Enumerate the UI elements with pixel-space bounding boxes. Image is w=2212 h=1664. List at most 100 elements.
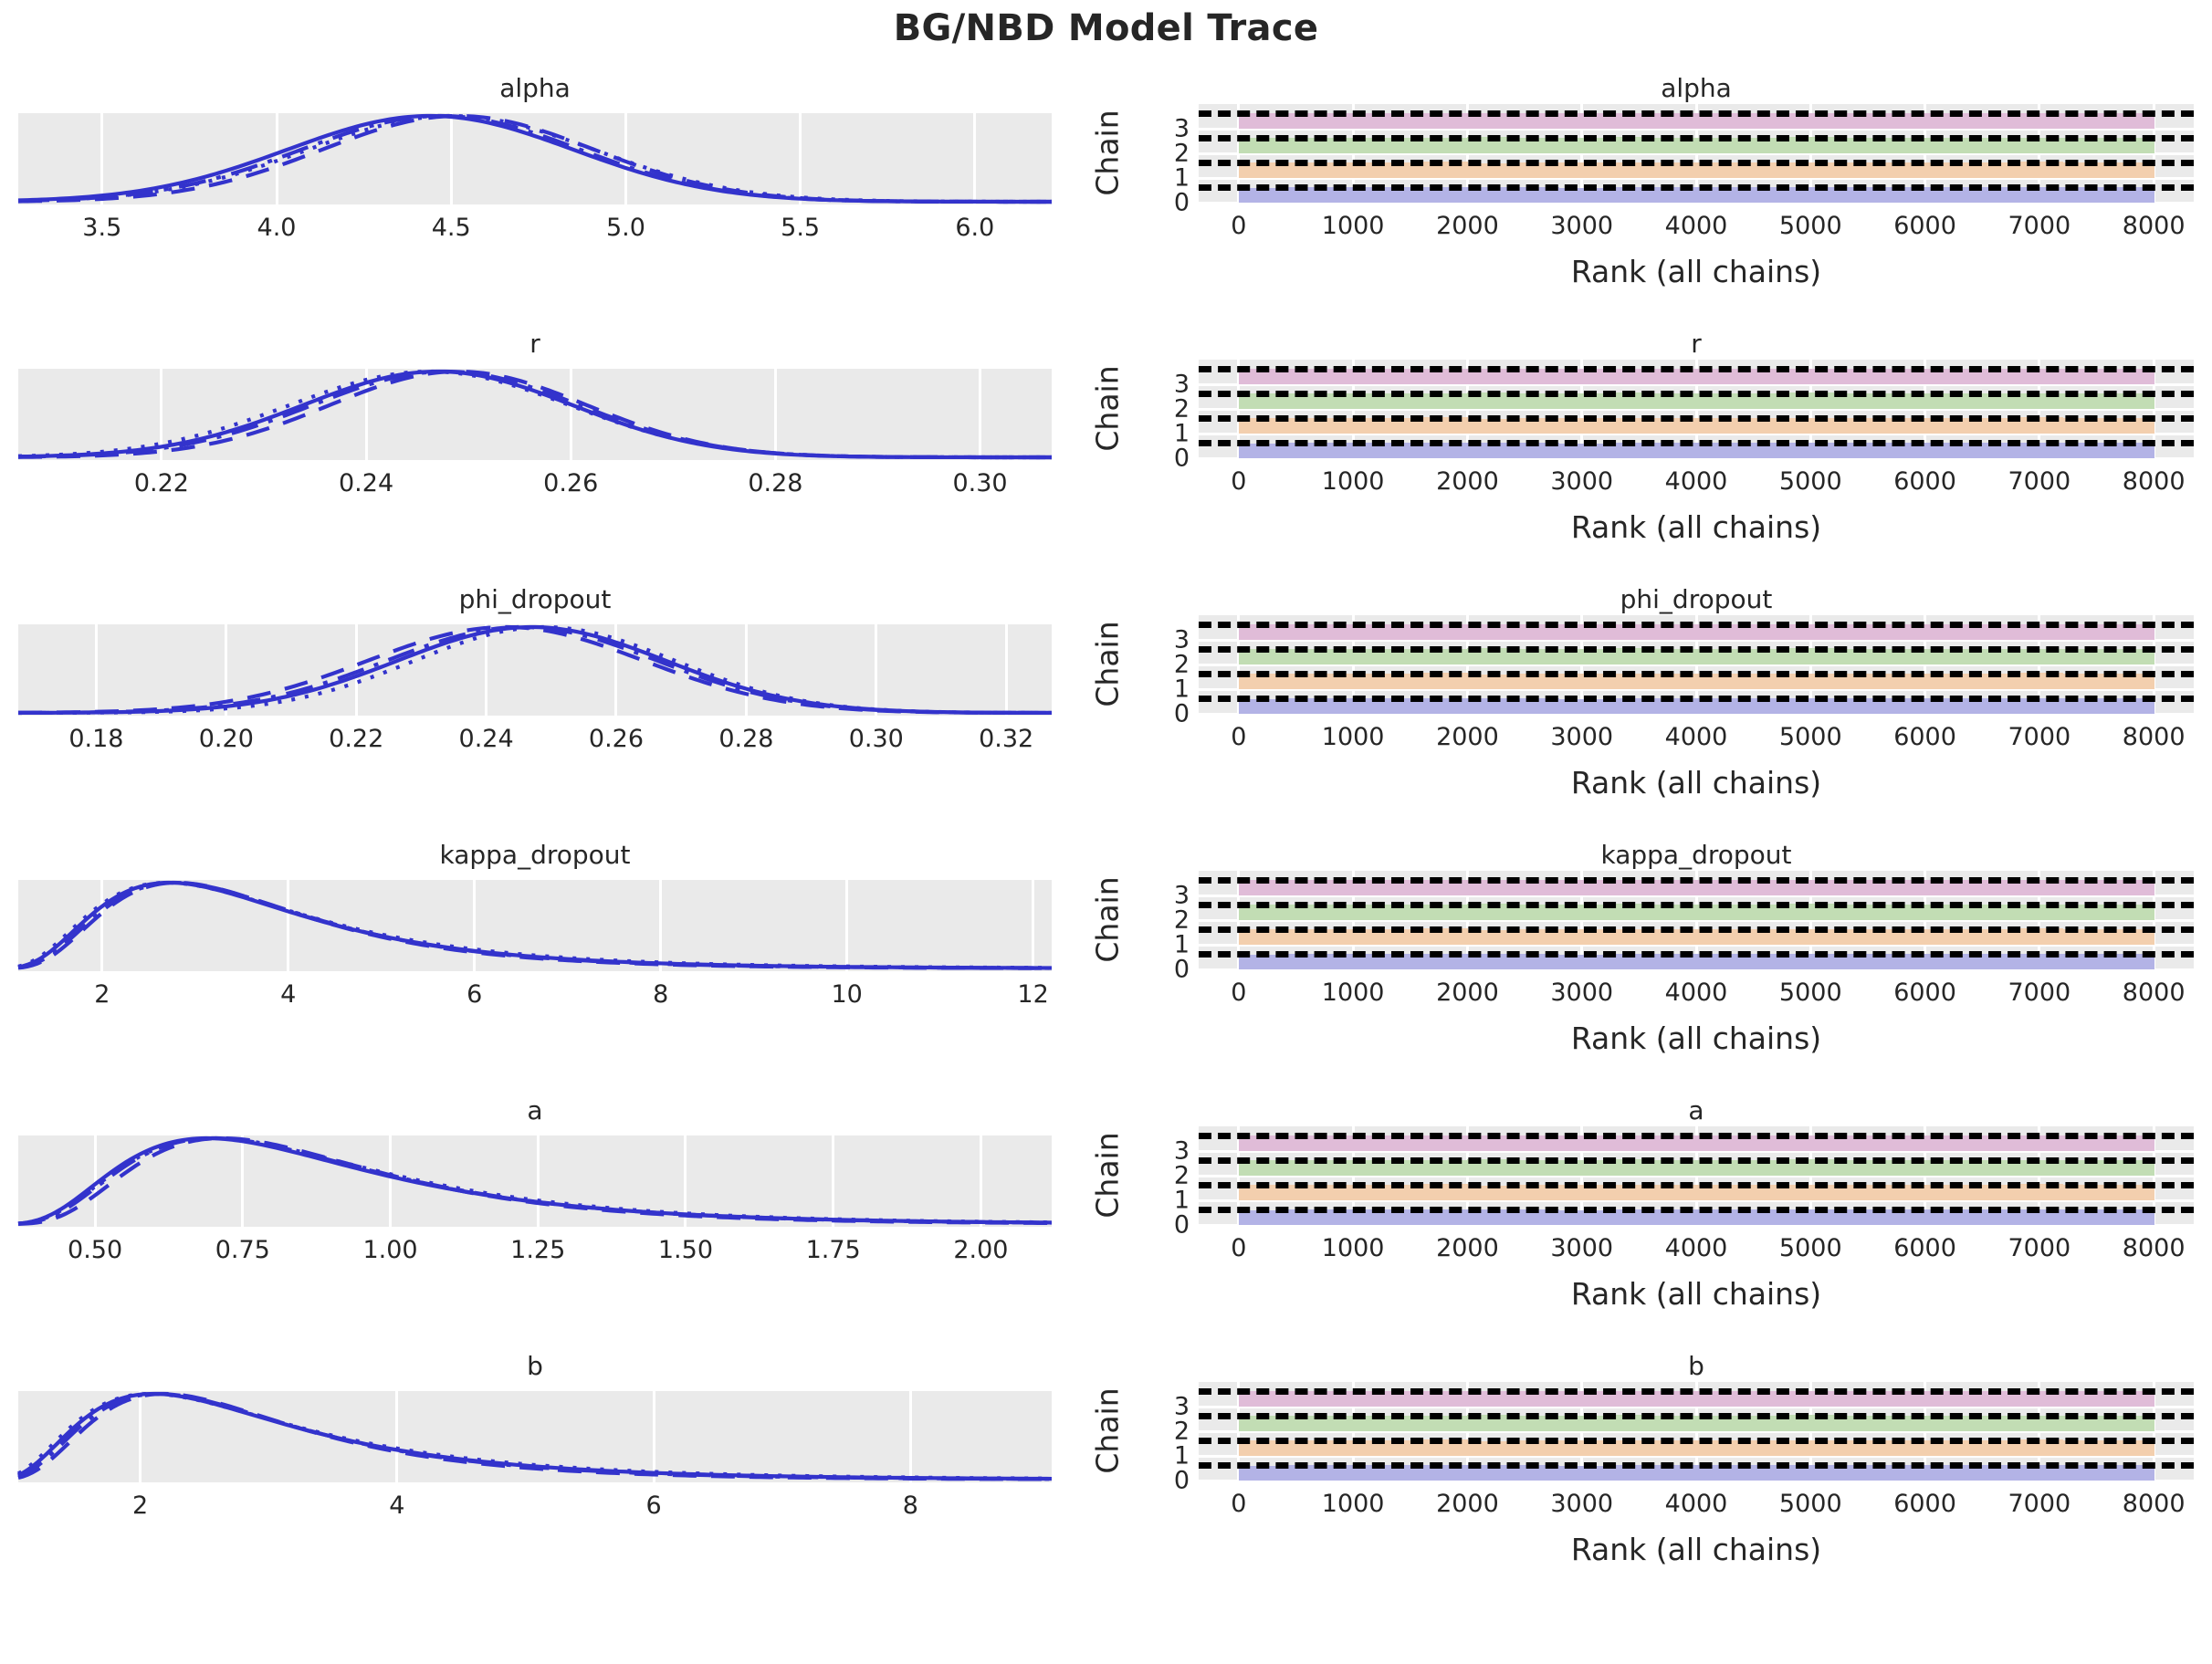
kde-gridline — [275, 113, 278, 204]
rank-xtick-label: 2000 — [1436, 467, 1499, 496]
rank-bar — [1238, 418, 1285, 434]
kde-gridline — [287, 880, 290, 971]
rank-reference-line-chain-0 — [1199, 184, 2194, 192]
rank-bar — [1513, 443, 1560, 458]
rank-xtick-label: 5000 — [1778, 467, 1842, 496]
rank-bar — [2108, 138, 2154, 153]
rank-bar — [2061, 880, 2109, 895]
rank-xtick-label: 0 — [1231, 1490, 1247, 1518]
rank-bar — [1558, 954, 1606, 969]
trace-row-kappa_dropout: kappa_dropout 2 4 6 8 10 12 kappa_dropout 0 1 2 3 Ch… — [0, 820, 2212, 1075]
kde-xtick-label: 0.24 — [458, 725, 514, 753]
rank-bar — [1650, 369, 1697, 384]
rank-ytick-label: 0 — [1173, 1210, 1190, 1240]
rank-bar — [1970, 187, 2018, 203]
kde-curves-a — [17, 1135, 1053, 1226]
rank-bar — [1376, 929, 1422, 945]
rank-bar — [1376, 905, 1422, 920]
rank-bar — [1650, 1135, 1697, 1151]
rank-bar — [1879, 698, 1926, 714]
rank-bar — [2108, 674, 2154, 689]
rank-bar — [1650, 905, 1697, 920]
rank-xlabel: Rank (all chains) — [1570, 254, 1822, 289]
rank-bar — [1650, 649, 1697, 665]
rank-bar — [2061, 624, 2109, 640]
rank-bar — [1330, 905, 1377, 920]
kde-xtick-label: 6 — [467, 980, 483, 1009]
rank-panel-title-alpha: alpha — [1661, 73, 1732, 103]
kde-xtick-label: 4 — [280, 980, 297, 1009]
rank-bar — [1467, 675, 1515, 689]
rank-xlabel: Rank (all chains) — [1570, 1276, 1822, 1312]
rank-bar — [2061, 1135, 2109, 1151]
kde-gridline — [389, 1135, 393, 1227]
rank-bar — [1650, 187, 1697, 203]
kde-panel-title-phi_dropout: phi_dropout — [458, 584, 612, 614]
rank-xtick-label: 6000 — [1893, 212, 1956, 240]
rank-bar — [1558, 1135, 1606, 1151]
rank-bar — [1742, 880, 1788, 895]
rank-bar — [1558, 624, 1606, 640]
rank-bar — [1376, 443, 1422, 458]
rank-gridline-h — [1199, 176, 2194, 180]
trace-row-a: a 0.50 0.75 1.00 1.25 1.50 1.75 2.00 a 0 1 2 3 Chain 0… — [0, 1075, 2212, 1331]
kde-curves-r — [17, 369, 1053, 460]
rank-band-chain-3 — [1199, 871, 2194, 895]
rank-bar — [1787, 929, 1834, 945]
rank-bar — [1696, 624, 1743, 640]
rank-ylabel: Chain — [1089, 1132, 1126, 1219]
rank-bar — [2108, 1440, 2154, 1456]
rank-bar — [1604, 929, 1651, 945]
rank-bar — [1467, 187, 1515, 203]
rank-bar — [1330, 138, 1377, 153]
rank-bar — [1421, 393, 1468, 409]
rank-bar — [1330, 113, 1377, 129]
rank-bar — [1284, 1209, 1331, 1225]
rank-bar — [1330, 1391, 1377, 1407]
rank-bar — [1879, 162, 1926, 178]
rank-bar — [1513, 1160, 1560, 1176]
rank-bar — [1238, 1391, 1285, 1407]
rank-bar — [1558, 443, 1606, 458]
rank-bar — [1284, 1416, 1331, 1431]
rank-bar — [1467, 930, 1515, 945]
rank-bar — [1742, 1465, 1788, 1481]
rank-bar — [1330, 929, 1377, 945]
kde-gridline — [684, 1135, 687, 1227]
rank-bar — [1970, 1135, 2018, 1151]
rank-bar — [1558, 1160, 1606, 1176]
rank-bar — [1513, 1135, 1560, 1151]
rank-reference-line-chain-0 — [1199, 951, 2194, 958]
rank-bar — [1513, 954, 1560, 969]
kde-gridline — [744, 624, 748, 716]
rank-bar — [1879, 880, 1926, 895]
kde-gridline — [845, 880, 849, 971]
rank-bar — [1604, 162, 1651, 178]
rank-bar — [1467, 369, 1515, 384]
kde-gridline — [354, 624, 358, 716]
rank-bar — [1970, 1185, 2018, 1200]
rank-bar — [1650, 1416, 1697, 1431]
rank-bar — [1376, 369, 1422, 384]
rank-bar — [2061, 905, 2109, 920]
rank-ytick-label: 3 — [1173, 881, 1190, 910]
rank-bar — [1376, 418, 1422, 434]
rank-gridline-h — [1199, 712, 2194, 716]
rank-bar — [1924, 162, 1972, 178]
kde-xtick-label: 5.0 — [605, 214, 645, 242]
rank-bar — [1924, 1416, 1972, 1431]
rank-band-chain-1 — [1199, 153, 2194, 178]
rank-xtick-label: 5000 — [1778, 1234, 1842, 1262]
rank-ytick-label: 1 — [1173, 163, 1190, 193]
rank-bar — [1421, 880, 1468, 895]
rank-panel-title-r: r — [1691, 329, 1702, 359]
kde-xtick-label: 2 — [131, 1491, 149, 1520]
rank-ytick-label: 0 — [1173, 188, 1190, 217]
rank-bar — [2061, 393, 2109, 409]
rank-bar — [1376, 1440, 1422, 1456]
rank-bar — [1924, 443, 1972, 458]
rank-xtick-label: 1000 — [1321, 1490, 1385, 1518]
rank-bar — [1924, 393, 1972, 409]
kde-gridline — [1004, 624, 1008, 716]
